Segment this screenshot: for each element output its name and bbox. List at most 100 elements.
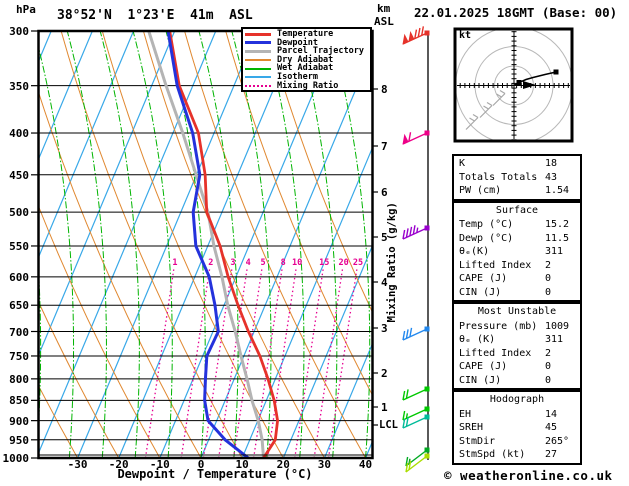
mixing-ratio-axis-label: Mixing Ratio (g/kg) [385,202,398,323]
table-row: Temp (°C) 15.2 [454,218,580,232]
pressure-tick-label: 650 [9,299,29,313]
row-label: PW (cm) [459,185,502,196]
table-row: CAPE (J) 0 [454,272,580,286]
temp-tick-label: -20 [108,458,129,471]
pressure-ticks [31,30,39,459]
km-unit-label: km [377,2,391,15]
page-title: 38°52'N 1°23'E 41m ASL [57,8,253,23]
temp-tick-label: 0 [197,458,205,471]
pressure-tick-label: 600 [9,270,29,284]
mixing-ratio-value-label: 4 [245,258,251,268]
legend-box: Temperature Dewpoint Parcel Trajectory Dry … [241,27,372,92]
km-tick-label: 4 [381,276,388,289]
row-value: 311 [545,246,564,257]
table-section-header: Surface [495,204,539,216]
chart-frame [37,29,374,460]
table-row: CIN (J) 0 [454,374,580,388]
km-tick-label: 7 [381,140,388,153]
temperature-curve [168,31,279,458]
wind-barb [402,225,430,240]
row-value: 2 [545,259,552,271]
temp-tick-label: -30 [67,458,88,471]
temp-tick-label: -10 [149,458,170,471]
table-row: K 18 [454,157,580,171]
wind-barb [402,326,430,341]
row-label: Lifted Index [459,347,532,359]
row-value: 27 [545,449,558,460]
legend-label: Temperature [277,29,334,40]
temp-tick-label: 20 [276,458,290,471]
table-row: CAPE (J) 0 [454,360,580,374]
row-value: 0 [545,361,552,372]
row-label: CAPE (J) [459,361,508,372]
legend-swatch-temperature [245,32,271,36]
legend-swatch-wet-adiabat [245,67,271,70]
km-asl-ticks [372,88,378,426]
table-row: Lifted Index 2 [454,347,580,361]
hodograph-frame [453,27,574,143]
row-label: Lifted Index [459,259,532,271]
row-value: 43 [545,171,558,183]
row-value: 1.54 [545,185,570,196]
km-tick-label: 8 [381,83,388,96]
hodograph-gray-barb [492,89,506,106]
wind-barb [402,130,430,145]
legend-label: Isotherm [277,72,318,83]
row-value: 11.5 [545,232,570,244]
storm-motion-arrow [523,81,536,89]
pressure-tick-label: 1000 [2,452,30,465]
pressure-tick-label: 350 [9,79,29,93]
mixing-ratio-value-label: 10 [292,258,303,268]
table-row: Dewp (°C) 11.5 [454,232,580,246]
mixing-ratio-value-label: 2 [208,258,214,268]
km-tick-label: 3 [381,322,388,335]
km-tick-label: 2 [381,367,388,380]
row-value: 0 [545,374,552,386]
hodograph-trace-marker [516,80,522,85]
legend-item: Parcel Trajectory [245,47,368,56]
table-row: EH 14 [454,408,580,422]
table-row: StmSpd (kt) 27 [454,448,580,462]
hodograph-gray-barb [479,101,493,118]
wet-adiabat-lines [38,31,371,458]
pressure-tick-label: 550 [9,239,29,253]
hodograph [455,29,572,141]
wind-barb [402,414,430,429]
table-row: Lifted Index 2 [454,259,580,273]
row-label: CIN (J) [459,286,502,298]
hodograph-gray-barb [465,113,479,130]
row-value: 0 [545,273,552,284]
row-label: StmDir [459,435,496,447]
table-section-header: Most Unstable [477,306,557,317]
pressure-tick-label: 900 [9,414,29,428]
hodograph-unit-label: kt [459,30,472,41]
table-row: θₑ (K) 311 [454,333,580,347]
table-row: SREH 45 [454,421,580,435]
pressure-tick-label: 750 [9,349,29,363]
table-row: CIN (J) 0 [454,286,580,300]
legend-swatch-dry-adiabat [245,59,271,62]
legend-label: Dry Adiabat [277,54,334,65]
wind-barb [405,453,430,473]
table-row: Pressure (mb) 1009 [454,320,580,334]
row-label: θₑ (K) [459,334,496,345]
mixing-ratio-lines [144,267,358,458]
credit-footer: © weatheronline.co.uk [444,468,613,483]
pressure-tick-label: 850 [9,394,29,408]
row-value: 14 [545,408,558,420]
row-label: Totals Totals [459,171,538,183]
row-label: CIN (J) [459,374,502,386]
row-label: θₑ(K) [459,246,490,257]
wind-barb [402,386,430,401]
indices-table: K 18 Totals Totals 43 PW (cm) 1.54 Surface Temp… [452,154,582,465]
legend-label: Dewpoint [277,37,318,48]
pressure-tick-label: 400 [9,127,29,141]
table-panel-surface: Surface Temp (°C) 15.2 Dewp (°C) 11.5 θₑ(K) 31… [452,200,582,302]
pressure-tick-label: 950 [9,433,29,447]
table-section-header: Hodograph [489,394,545,405]
legend-item: Isotherm [245,73,368,82]
mixing-ratio-value-label: 15 [319,258,330,268]
pressure-tick-label: 450 [9,168,29,182]
row-label: Temp (°C) [459,219,514,230]
km-tick-label: 5 [381,231,388,244]
